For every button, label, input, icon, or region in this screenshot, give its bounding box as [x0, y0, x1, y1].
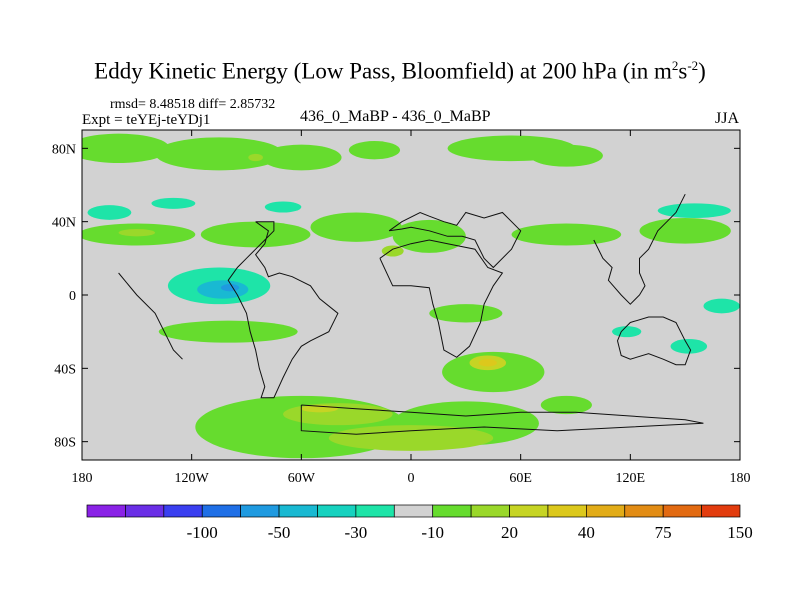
x-tick-label: 0	[408, 471, 415, 486]
coastline-0	[227, 221, 339, 399]
colorbar: -100 -50 -30 -10 20 40 75 150	[86, 504, 753, 542]
colorbar-swatch	[547, 504, 587, 518]
contour-region-sh-pos-4	[283, 403, 393, 426]
colorbar-swatch	[432, 504, 472, 518]
colorbar-label: -50	[268, 523, 291, 542]
contour-region-eq-neg-3	[220, 284, 240, 292]
contour-region-nh-midlat-4	[392, 219, 466, 253]
colorbar-label: 40	[578, 523, 595, 542]
colorbar-swatch	[317, 504, 357, 518]
colorbar-swatch	[586, 504, 626, 518]
rmsd-label: rmsd= 8.48518 diff= 2.85732	[110, 97, 276, 112]
coastline-2	[379, 239, 504, 358]
contour-region-arctic-band-1	[82, 133, 170, 163]
contour-region-nh-midlat-6	[639, 218, 731, 244]
colorbar-swatch	[125, 504, 165, 518]
contour-region-nh-core-1	[118, 229, 156, 237]
colorbar-swatch	[701, 504, 741, 518]
colorbar-label: -10	[421, 523, 444, 542]
y-tick-label: 80S	[54, 436, 76, 451]
contour-region-arctic-band-3	[261, 144, 342, 171]
contour-region-nh-neg-2	[151, 197, 196, 209]
colorbar-label: 150	[727, 523, 753, 542]
contour-region-sh-pos-1	[442, 351, 545, 393]
y-tick-label: 0	[69, 289, 76, 304]
contour-region-nh-neg-1	[87, 205, 132, 220]
x-tick-label: 120E	[616, 471, 646, 486]
contour-region-nh-neg-3	[264, 201, 302, 213]
x-tick-label: 180	[72, 471, 93, 486]
contour-region-arctic-band-4	[348, 141, 401, 160]
colorbar-swatch	[355, 504, 395, 518]
coastline-1	[388, 211, 522, 269]
contour-region-nh-neg-4	[657, 203, 731, 219]
y-tick-label: 40S	[54, 362, 76, 377]
contour-region-nh-midlat-5	[511, 223, 622, 246]
x-tick-label: 180	[730, 471, 751, 486]
season-label: JJA	[715, 110, 740, 127]
colorbar-swatch	[240, 504, 280, 518]
contour-region-sh-pos-5	[328, 425, 494, 451]
x-tick-label: 60W	[288, 471, 316, 486]
case-label: 436_0_MaBP - 436_0_MaBP	[300, 108, 491, 125]
y-tick-label: 80N	[52, 142, 76, 157]
colorbar-swatch	[201, 504, 241, 518]
contour-region-nh-midlat-3	[310, 212, 402, 242]
colorbar-swatch	[278, 504, 318, 518]
contour-region-nh-midlat-2	[200, 221, 311, 248]
contour-region-nh-core-2	[381, 245, 404, 257]
colorbar-label: 75	[655, 523, 672, 542]
contour-regions	[82, 133, 740, 459]
colorbar-swatch	[163, 504, 203, 518]
colorbar-swatch	[470, 504, 510, 518]
colorbar-swatch	[393, 504, 434, 518]
x-tick-label: 120W	[175, 471, 210, 486]
colorbar-label: -100	[187, 523, 218, 542]
contour-region-eq-pos-1	[158, 320, 298, 343]
colorbar-swatch	[624, 504, 664, 518]
coastlines	[118, 193, 704, 435]
contour-region-eq-pos-2	[429, 304, 503, 323]
colorbar-label: -30	[345, 523, 368, 542]
contour-region-sh-pos-6	[540, 395, 592, 415]
colorbar-label: 20	[501, 523, 518, 542]
axes: 180 120W 60W 0 60E 120E 180 80N 40N 0 40S 80S	[52, 130, 751, 486]
contour-region-arctic-band-6	[529, 144, 603, 167]
y-tick-label: 40N	[52, 216, 76, 231]
contour-region-eq-neg-4	[703, 298, 740, 314]
colorbar-swatch	[509, 504, 549, 518]
contour-region-sh-core-2	[478, 359, 497, 367]
contour-region-sh-neg-2	[612, 326, 642, 338]
contour-region-arctic-core	[248, 153, 263, 162]
chart-title: Eddy Kinetic Energy (Low Pass, Bloomfiel…	[94, 58, 706, 84]
x-tick-label: 60E	[509, 471, 532, 486]
experiment-label: Expt = teYEj-teYDj1	[82, 112, 211, 128]
coastline-6	[300, 404, 704, 435]
colorbar-swatch	[662, 504, 702, 518]
contour-region-arctic-band-2	[155, 137, 284, 171]
coastline-3	[118, 272, 183, 360]
colorbar-swatch	[86, 504, 126, 518]
coastline-5	[616, 316, 692, 366]
coastline-4	[593, 193, 686, 305]
